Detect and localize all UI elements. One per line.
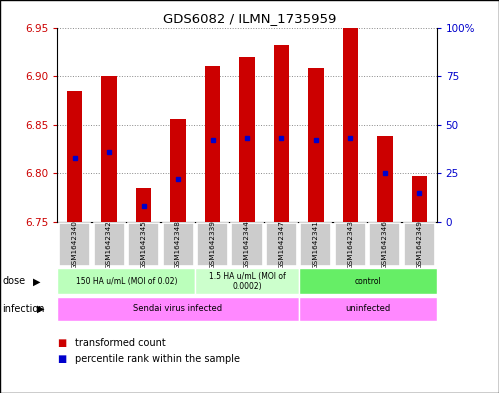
Bar [232,223,262,266]
Bar [412,176,427,222]
Text: GSM1642343: GSM1642343 [347,220,353,269]
Text: GDS6082 / ILMN_1735959: GDS6082 / ILMN_1735959 [163,12,336,25]
Text: transformed count: transformed count [75,338,166,348]
Bar [274,45,289,222]
Bar [239,57,255,222]
Bar [308,68,324,222]
Text: control: control [354,277,381,286]
Text: ▶: ▶ [33,276,41,286]
Bar [57,297,299,321]
Bar [128,223,159,266]
Text: percentile rank within the sample: percentile rank within the sample [75,354,240,364]
Bar [343,28,358,222]
Text: 1.5 HA u/mL (MOI of
0.0002): 1.5 HA u/mL (MOI of 0.0002) [209,272,285,291]
Bar [335,223,366,266]
Text: GSM1642349: GSM1642349 [416,220,422,269]
Bar [266,223,297,266]
Bar [369,223,400,266]
Text: GSM1642341: GSM1642341 [313,220,319,269]
Bar [299,297,437,321]
Text: ■: ■ [57,338,67,348]
Text: ▶: ▶ [37,304,45,314]
Bar [299,268,437,294]
Bar [197,223,228,266]
Text: GSM1642347: GSM1642347 [278,220,284,269]
Bar [136,188,151,222]
Text: GSM1642346: GSM1642346 [382,220,388,269]
Text: GSM1642344: GSM1642344 [244,220,250,269]
Bar [404,223,435,266]
Text: Sendai virus infected: Sendai virus infected [134,305,223,313]
Text: GSM1642339: GSM1642339 [210,220,216,269]
Bar [101,76,117,222]
Text: GSM1642342: GSM1642342 [106,220,112,269]
Text: GSM1642345: GSM1642345 [141,220,147,269]
Bar [67,91,82,222]
Text: 150 HA u/mL (MOI of 0.02): 150 HA u/mL (MOI of 0.02) [75,277,177,286]
Bar [59,223,90,266]
Bar [377,136,393,222]
Bar [163,223,194,266]
Text: infection: infection [2,304,45,314]
Text: dose: dose [2,276,25,286]
Bar [205,66,220,222]
Text: GSM1642340: GSM1642340 [72,220,78,269]
Bar [170,119,186,222]
Bar [195,268,299,294]
Text: ■: ■ [57,354,67,364]
Text: uninfected: uninfected [345,305,390,313]
Text: GSM1642348: GSM1642348 [175,220,181,269]
Bar [57,268,195,294]
Bar [94,223,125,266]
Bar [300,223,331,266]
